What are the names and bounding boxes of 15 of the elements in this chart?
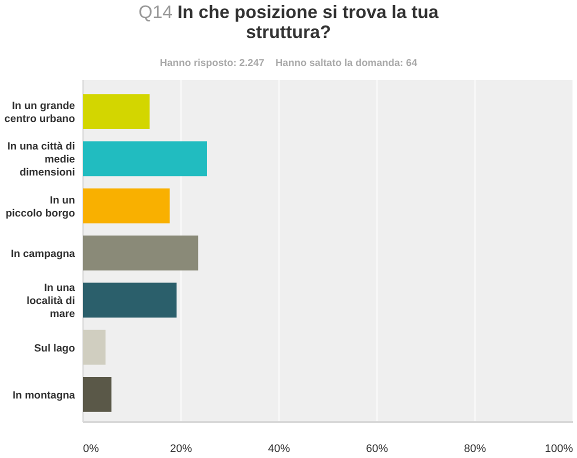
y-tick-label: In campagna [10,248,76,260]
chart-title: Q14 In che posizione si trova la tua struttura? [138,2,440,42]
x-tick-label: 40% [268,443,290,455]
x-tick-label: 100% [544,443,574,455]
y-tick-label: In una città di medie dimensioni [7,140,76,179]
y-tick-label: In un grande centro urbano [4,100,76,126]
x-tick-label: 60% [366,443,388,455]
y-tick-label: In una località di mare [26,282,76,320]
x-tick-label: 80% [464,443,486,455]
x-tick-label: 0% [83,443,100,455]
y-tick-label: In montagna [12,389,76,402]
chart-subtitle: Hanno risposto: 2.247 Hanno saltato la domanda: 64 [160,58,418,69]
x-tick-label: 20% [170,443,192,455]
y-tick-label: Sul lago [34,342,75,354]
y-tick-label: In un piccolo borgo [6,194,75,220]
